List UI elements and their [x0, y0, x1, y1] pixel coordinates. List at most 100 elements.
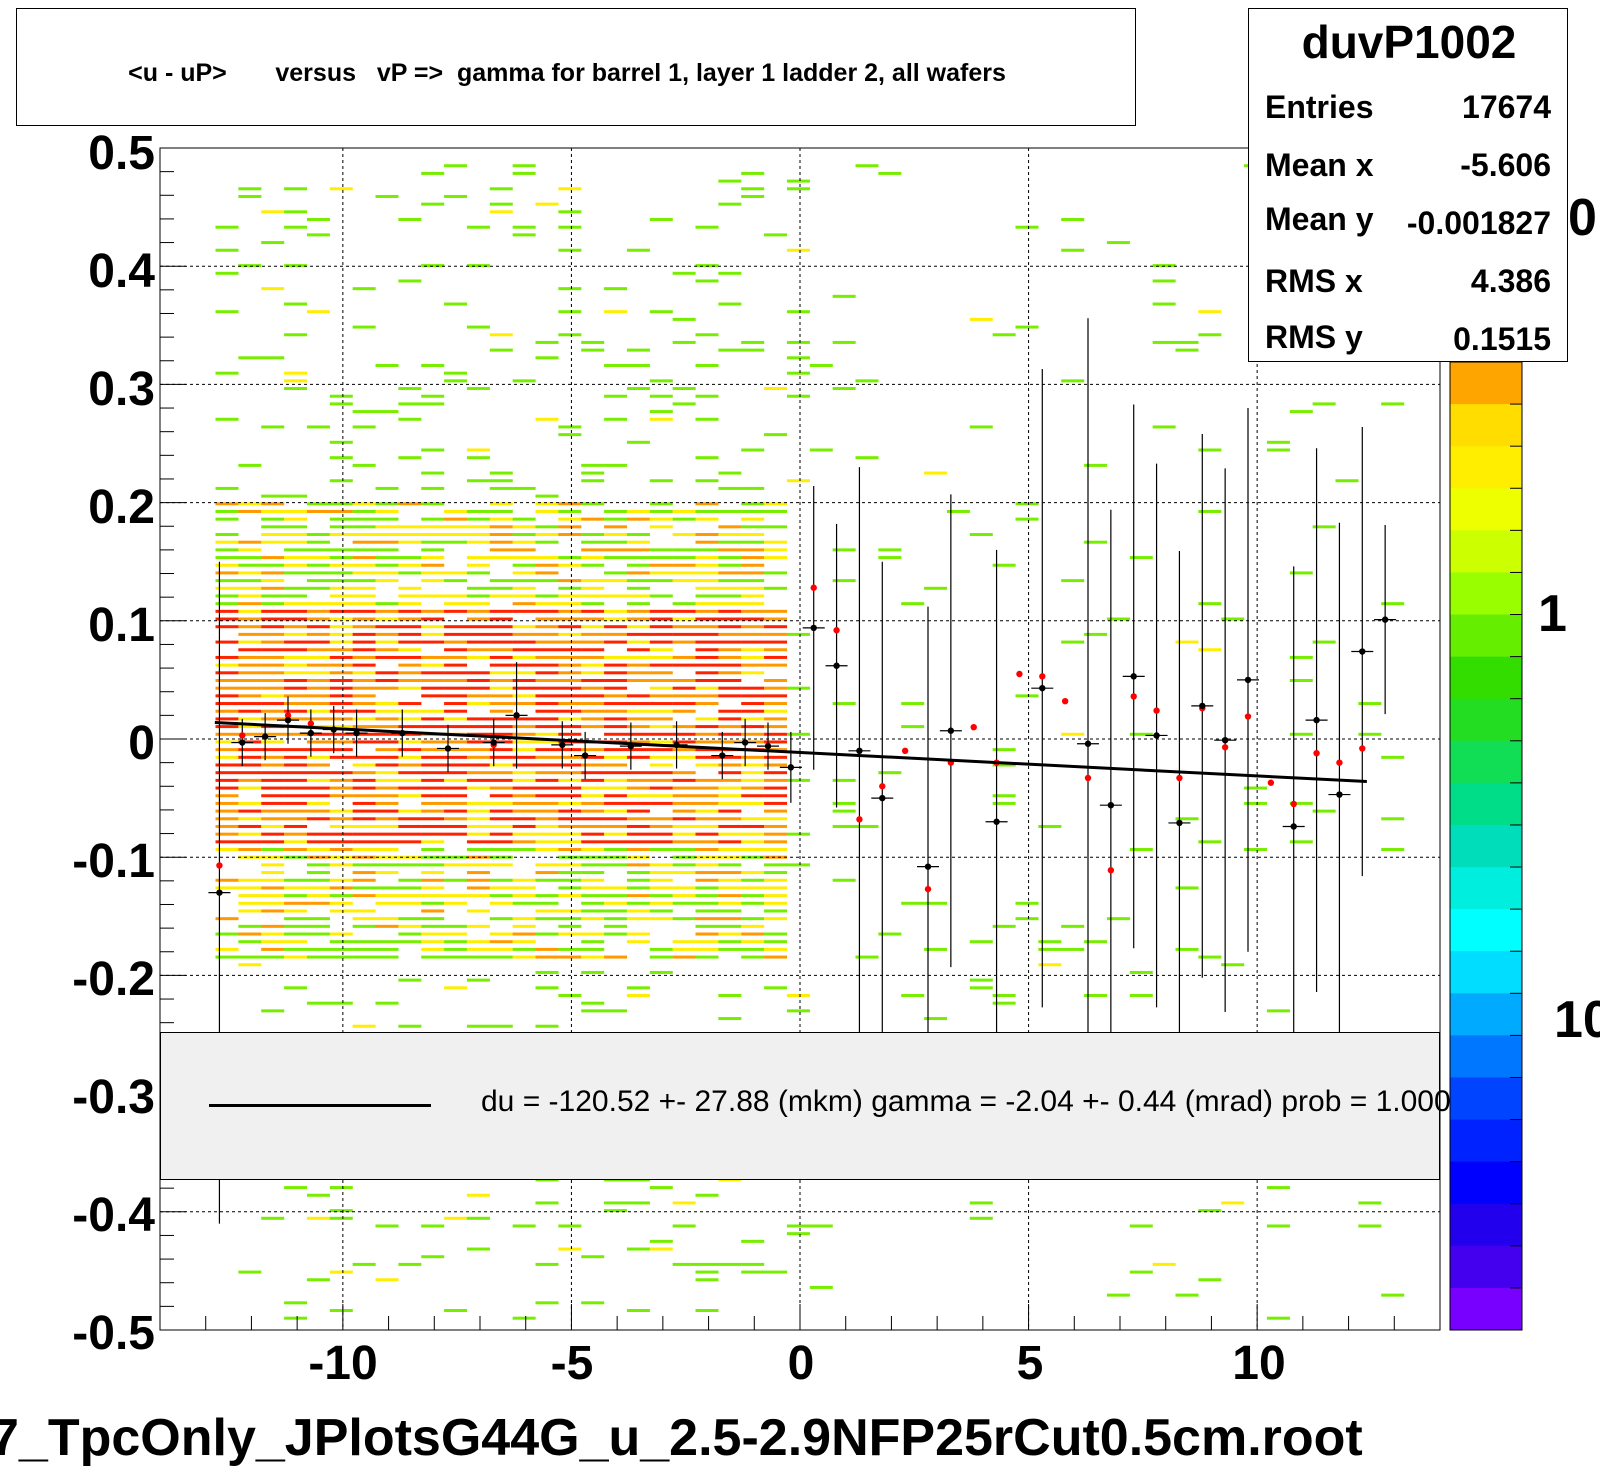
heatmap-cell [512, 778, 536, 782]
heatmap-cell [626, 678, 650, 682]
heatmap-cell [535, 609, 559, 613]
heatmap-cell [649, 778, 673, 782]
heatmap-cell [558, 671, 582, 675]
heatmap-cell [421, 1224, 445, 1228]
heatmap-cell [421, 548, 445, 552]
heatmap-cell [764, 502, 788, 506]
heatmap-cell [581, 625, 605, 629]
heatmap-cell [1038, 963, 1062, 967]
heatmap-cell [306, 571, 330, 575]
heatmap-cell [512, 924, 536, 928]
heatmap-cell [604, 824, 628, 828]
heatmap-cell [261, 878, 285, 882]
heatmap-cell [398, 702, 422, 706]
secondary-point [1084, 774, 1092, 782]
heatmap-cell [741, 778, 765, 782]
heatmap-cell [375, 832, 399, 836]
heatmap-cell [741, 894, 765, 898]
heatmap-cell [1221, 963, 1245, 967]
heatmap-cell [352, 1262, 376, 1266]
heatmap-cell [466, 778, 490, 782]
heatmap-cell [741, 709, 765, 713]
heatmap-cell [375, 817, 399, 821]
x-tick-label-0: 0 [787, 1337, 815, 1390]
heatmap-cell [284, 1186, 308, 1190]
heatmap-cell [1289, 732, 1313, 736]
heatmap-cell [878, 171, 902, 175]
heatmap-cell [284, 594, 308, 598]
heatmap-cell [466, 809, 490, 813]
heatmap-cell [969, 940, 993, 944]
heatmap-cell [672, 548, 696, 552]
color-scale-band [1450, 530, 1522, 573]
y-tick-label-neg-0.1: -0.1 [72, 835, 155, 888]
heatmap-cell [306, 763, 330, 767]
heatmap-cell [741, 940, 765, 944]
heatmap-cell [398, 1024, 422, 1028]
heatmap-cell [444, 640, 468, 644]
heatmap-cell [741, 602, 765, 606]
heatmap-cell [832, 702, 856, 706]
heatmap-cell [444, 740, 468, 744]
heatmap-cell [786, 187, 810, 191]
heatmap-cell [375, 517, 399, 521]
profile-point [810, 624, 817, 632]
heatmap-cell [284, 563, 308, 567]
heatmap-cell [398, 602, 422, 606]
heatmap-cell [604, 548, 628, 552]
heatmap-cell [901, 702, 925, 706]
heatmap-cell [261, 671, 285, 675]
heatmap-cell [604, 1209, 628, 1213]
heatmap-cell [558, 778, 582, 782]
heatmap-cell [672, 871, 696, 875]
heatmap-cell [741, 786, 765, 790]
heatmap-cell [398, 1262, 422, 1266]
heatmap-cell [1175, 817, 1199, 821]
profile-point [924, 863, 932, 870]
heatmap-cell [375, 855, 399, 859]
heatmap-cell [581, 663, 605, 667]
heatmap-cell [284, 794, 308, 798]
heatmap-cell [329, 440, 353, 444]
heatmap-cell [444, 533, 468, 537]
heatmap-cell [466, 1216, 490, 1220]
heatmap-cell [489, 848, 513, 852]
heatmap-cell [581, 894, 605, 898]
heatmap-cell [741, 763, 765, 767]
z-axis-label-0: 0 [1568, 189, 1597, 247]
heatmap-cell [558, 848, 582, 852]
heatmap-cell [466, 264, 490, 268]
heatmap-cell [581, 617, 605, 621]
heatmap-cell [718, 824, 742, 828]
heatmap-cell [284, 832, 308, 836]
heatmap-cell [238, 678, 262, 682]
heatmap-cell [489, 794, 513, 798]
heatmap-cell [649, 632, 673, 636]
heatmap-cell [512, 533, 536, 537]
heatmap-cell [718, 863, 742, 867]
stats-label-mean-x: Mean x [1265, 147, 1374, 183]
heatmap-cell [718, 663, 742, 667]
heatmap-cell [672, 571, 696, 575]
color-scale-band [1450, 1287, 1522, 1331]
heatmap-cell [558, 771, 582, 775]
heatmap-cell [284, 187, 308, 191]
heatmap-cell [626, 663, 650, 667]
heatmap-cell [672, 655, 696, 659]
heatmap-cell [466, 871, 490, 875]
heatmap-cell [695, 640, 719, 644]
heatmap-cell [352, 579, 376, 583]
heatmap-cell [718, 202, 742, 206]
heatmap-cell [238, 840, 262, 844]
heatmap-cell [718, 471, 742, 475]
heatmap-cell [398, 678, 422, 682]
heatmap-cell [764, 794, 788, 798]
heatmap-cell [626, 509, 650, 513]
heatmap-cell [558, 863, 582, 867]
heatmap-cell [786, 686, 810, 690]
heatmap-cell [695, 225, 719, 229]
heatmap-cell [306, 702, 330, 706]
heatmap-cell [558, 894, 582, 898]
heatmap-cell [444, 625, 468, 629]
heatmap-cell [238, 194, 262, 198]
